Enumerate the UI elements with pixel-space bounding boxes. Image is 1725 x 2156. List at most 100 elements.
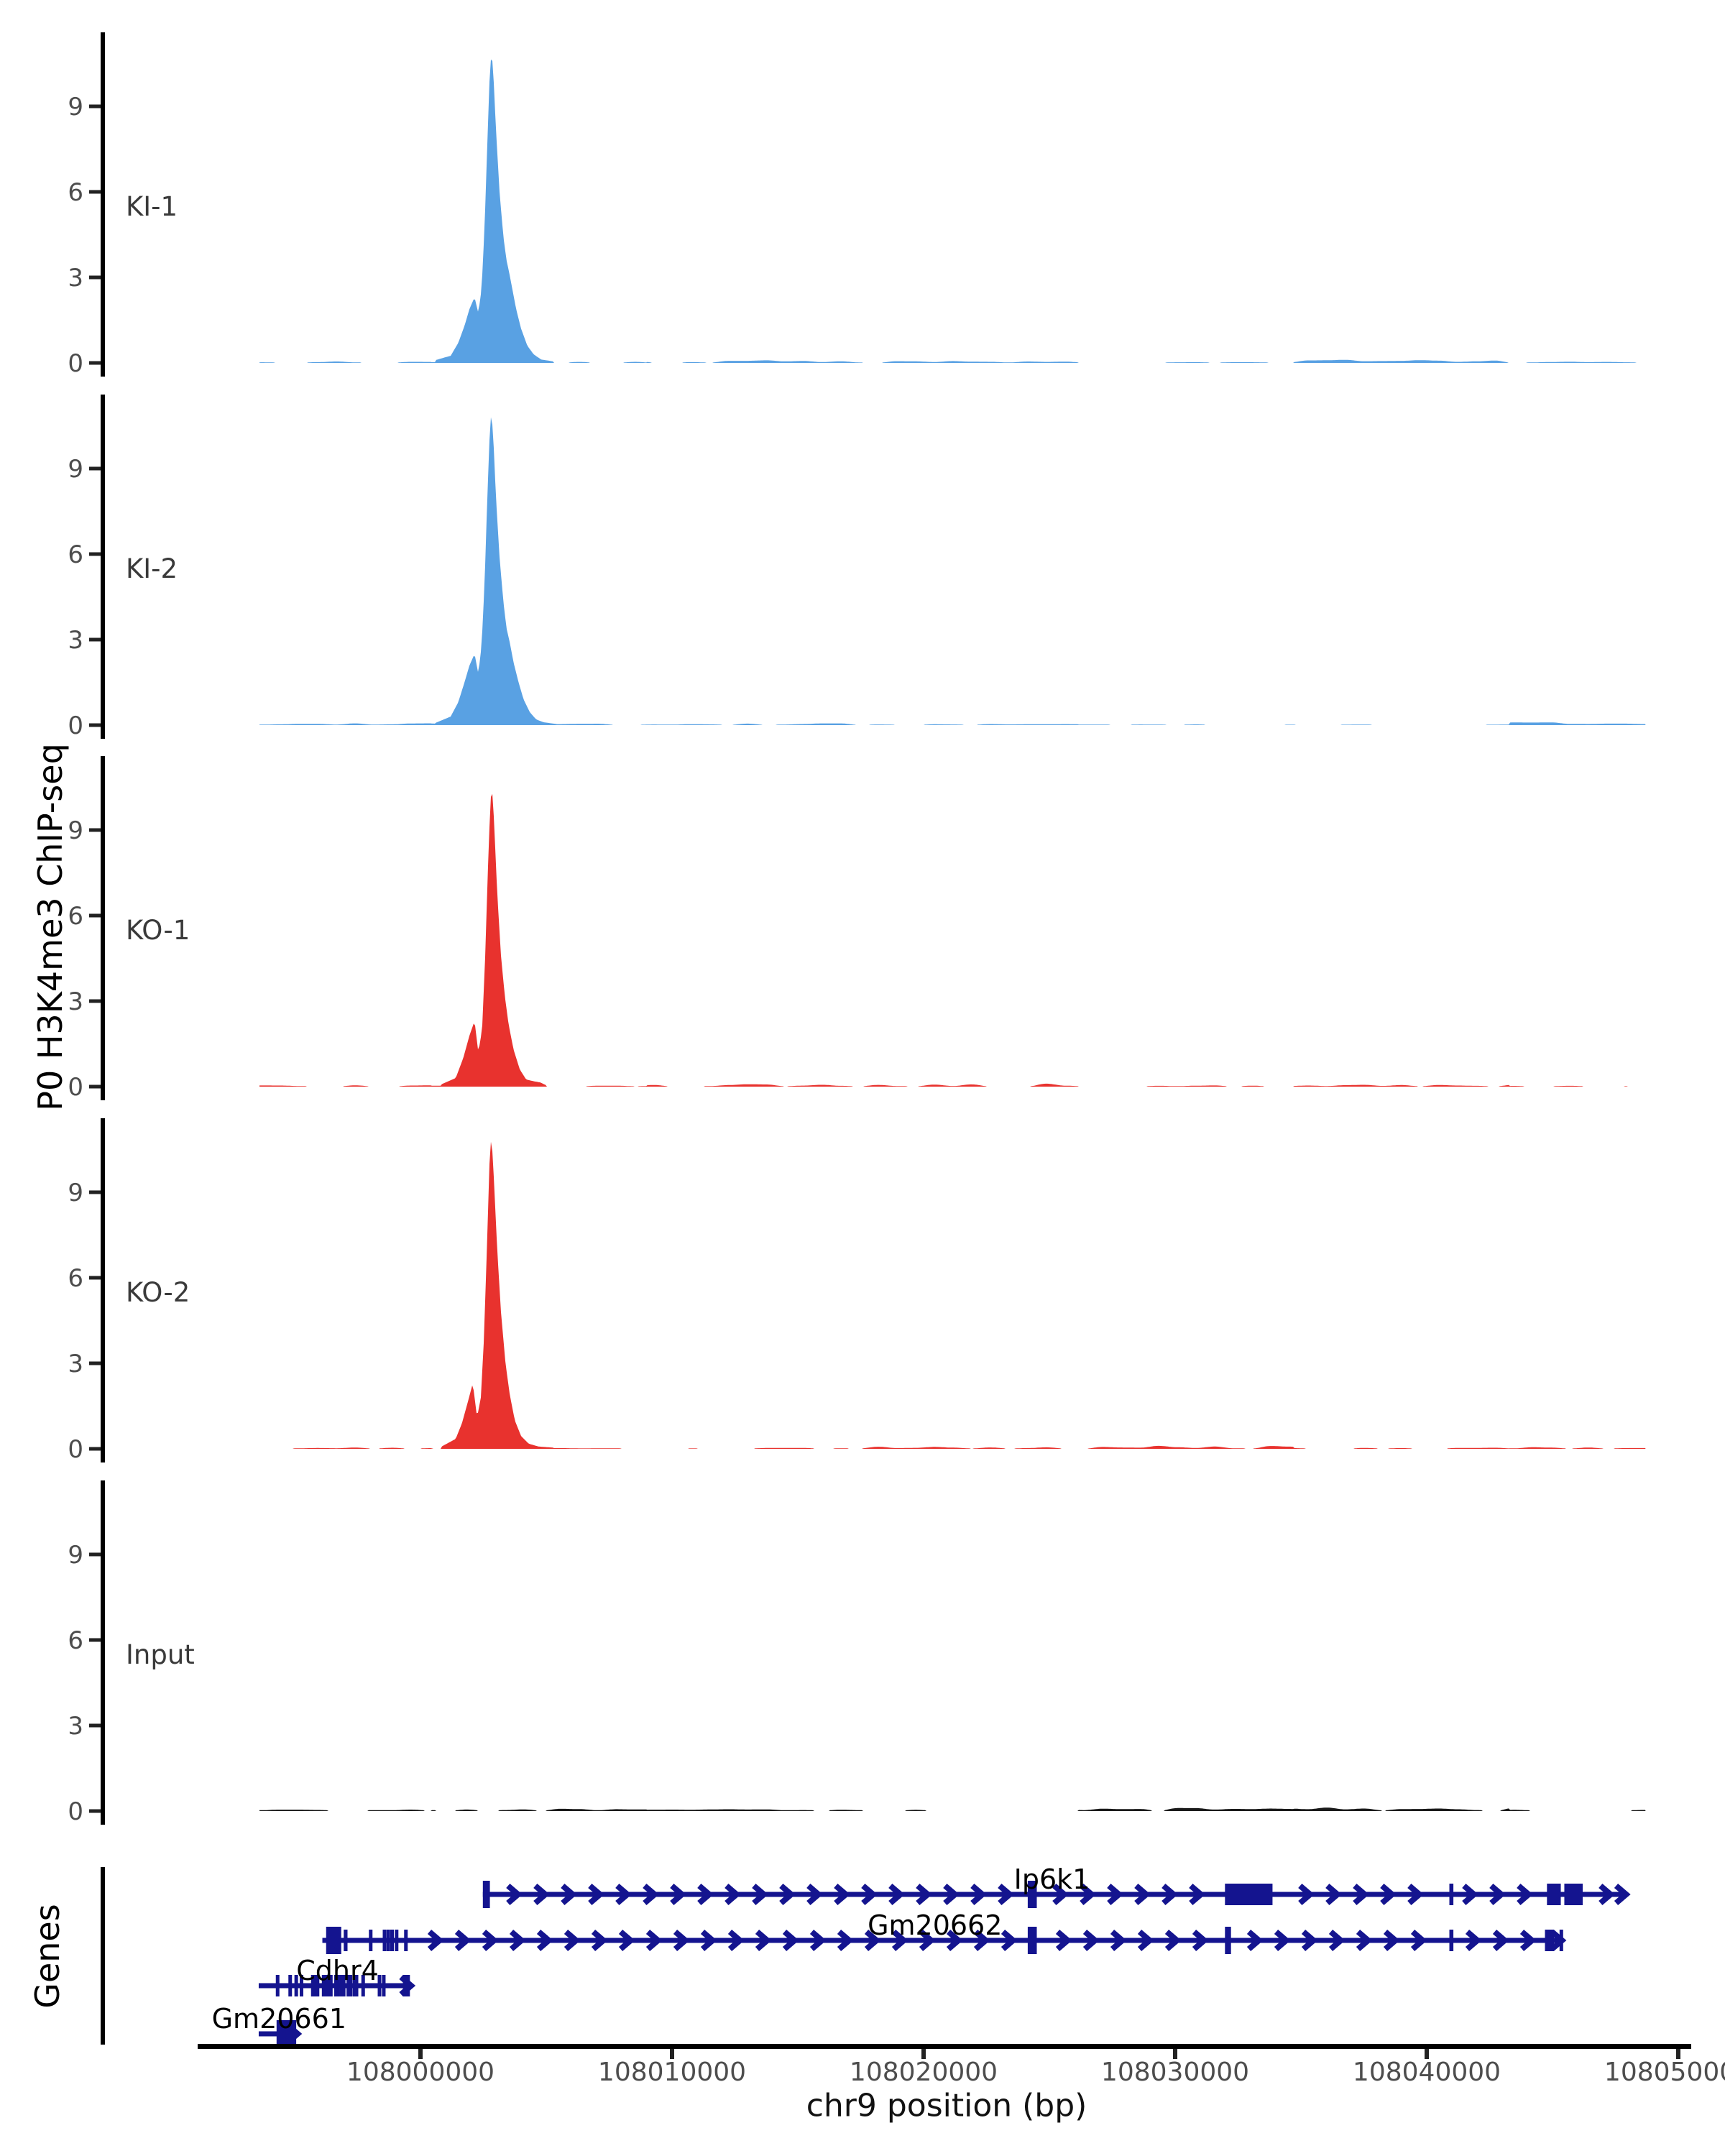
gene-exon-tick-tall — [482, 1881, 490, 1908]
y-tick-mark — [89, 1809, 101, 1813]
gene-strand-arrow-icon — [782, 1929, 799, 1952]
gene-strand-arrow-icon — [1134, 1883, 1151, 1906]
gene-strand-arrow-icon — [1489, 1883, 1506, 1906]
coverage-area-ki-2 — [259, 417, 1646, 725]
gene-exon-tick — [1449, 1884, 1454, 1905]
gene-exon-tick — [382, 1930, 387, 1951]
gene-exon-box — [346, 1975, 353, 1996]
gene-label-gm20661: Gm20661 — [212, 2003, 346, 2035]
gene-exon-tick — [386, 1930, 390, 1951]
gene-strand-arrow-icon — [834, 1883, 850, 1906]
y-tick-mark — [89, 999, 101, 1003]
gene-strand-arrow-icon — [643, 1883, 659, 1906]
gene-label-gm20662: Gm20662 — [868, 1909, 1002, 1941]
y-tick-label: 3 — [68, 1712, 83, 1741]
coverage-area-ko-1 — [259, 793, 1646, 1087]
gene-model-gm20662: Gm20662 — [322, 1909, 1567, 1954]
gene-strand-arrow-icon — [1080, 1883, 1096, 1906]
gene-strand-arrow-icon — [1298, 1883, 1315, 1906]
gene-strand-arrow-icon — [533, 1883, 550, 1906]
gene-exon-box — [321, 1975, 328, 1996]
gene-exon-tick — [377, 1975, 382, 1996]
y-tick-label: 6 — [68, 178, 83, 207]
x-tick-mark — [1173, 2049, 1177, 2059]
gene-strand-arrow-icon — [536, 1929, 553, 1952]
gene-body-line — [322, 1938, 1562, 1943]
y-tick-label: 0 — [68, 1073, 83, 1102]
y-tick-label: 9 — [68, 1541, 83, 1570]
y-tick-mark — [89, 275, 101, 280]
y-tick-label: 0 — [68, 711, 83, 740]
x-tick-mark — [1425, 2049, 1429, 2059]
gene-strand-arrow-icon — [1492, 1929, 1509, 1952]
y-tick-mark — [89, 1084, 101, 1089]
gene-exon-tick — [382, 1975, 386, 1996]
gene-strand-arrow-icon — [1462, 1883, 1478, 1906]
y-tick-label: 3 — [68, 987, 83, 1016]
gene-strand-arrow-icon — [700, 1929, 717, 1952]
y-tick-label: 6 — [68, 1264, 83, 1293]
gene-strand-arrow-icon — [1274, 1929, 1291, 1952]
gene-strand-arrow-icon — [1517, 1883, 1533, 1906]
coverage-area-input — [259, 1807, 1646, 1811]
gene-strand-arrow-icon — [1519, 1929, 1537, 1952]
gene-strand-arrow-icon — [561, 1883, 577, 1906]
gene-strand-arrow-icon — [1192, 1929, 1209, 1952]
gene-strand-arrow-icon — [1465, 1929, 1482, 1952]
gene-exon-tick — [395, 1930, 399, 1951]
y-tick-mark — [89, 1638, 101, 1642]
gene-exon-tick — [369, 1930, 373, 1951]
gene-model-cdhr4: Cdhr4 — [258, 1955, 416, 1997]
y-tick-label: 3 — [68, 626, 83, 655]
y-tick-mark — [89, 1723, 101, 1728]
y-tick-mark — [89, 1361, 101, 1365]
gene-exon-tick — [361, 1975, 365, 1996]
y-tick-mark — [89, 552, 101, 556]
gene-strand-arrow-icon — [755, 1929, 772, 1952]
gene-strand-arrow-icon — [806, 1883, 823, 1906]
track-y-axis-line — [101, 1118, 105, 1462]
gene-strand-arrow-icon — [564, 1929, 581, 1952]
track-label-ko-1: KO-1 — [126, 915, 190, 946]
gene-exon-tick-tall — [1225, 1927, 1231, 1954]
gene-exon-box — [1225, 1884, 1273, 1905]
gene-strand-arrow-icon — [673, 1929, 690, 1952]
y-tick-label: 9 — [68, 93, 83, 121]
y-tick-mark — [89, 1190, 101, 1194]
gene-strand-arrow-icon — [998, 1883, 1014, 1906]
gene-label-ip6k1: Ip6k1 — [1014, 1864, 1090, 1895]
y-tick-label: 0 — [68, 1435, 83, 1464]
y-tick-label: 3 — [68, 264, 83, 292]
x-tick-label: 108020000 — [850, 2058, 998, 2087]
gene-strand-arrow-icon — [1407, 1883, 1424, 1906]
y-tick-mark — [89, 1552, 101, 1557]
gene-strand-arrow-icon — [1598, 1883, 1615, 1906]
gene-strand-arrow-icon — [779, 1883, 796, 1906]
gene-exon-box — [310, 1975, 320, 1996]
gene-exon-tick-tall — [1027, 1927, 1037, 1954]
gene-strand-arrow-icon — [1353, 1883, 1369, 1906]
gene-exon-box-tall — [326, 1927, 341, 1954]
y-tick-mark — [89, 466, 101, 471]
gene-strand-arrow-icon — [943, 1883, 960, 1906]
gene-strand-arrow-icon — [724, 1883, 741, 1906]
coverage-area-ko-2 — [259, 1141, 1646, 1449]
gene-model-ip6k1: Ip6k1 — [482, 1864, 1631, 1908]
x-tick-mark — [921, 2049, 926, 2059]
y-tick-mark — [89, 361, 101, 365]
gene-exon-tick — [404, 1930, 408, 1951]
genes-axis-title: Genes — [28, 1904, 67, 2009]
gene-strand-arrow-icon — [1614, 1883, 1631, 1906]
gene-strand-arrow-icon — [1055, 1929, 1072, 1952]
x-axis-title: chr9 position (bp) — [806, 2087, 1087, 2124]
y-tick-label: 0 — [68, 349, 83, 378]
gene-exon-tick-tall — [1027, 1881, 1037, 1908]
gene-label-cdhr4: Cdhr4 — [296, 1955, 379, 1986]
y-tick-mark — [89, 1447, 101, 1451]
y-tick-mark — [89, 723, 101, 727]
gene-exon-box — [339, 1975, 346, 1996]
gene-strand-arrow-icon — [399, 1974, 416, 1997]
gene-strand-arrow-icon — [1137, 1929, 1154, 1952]
